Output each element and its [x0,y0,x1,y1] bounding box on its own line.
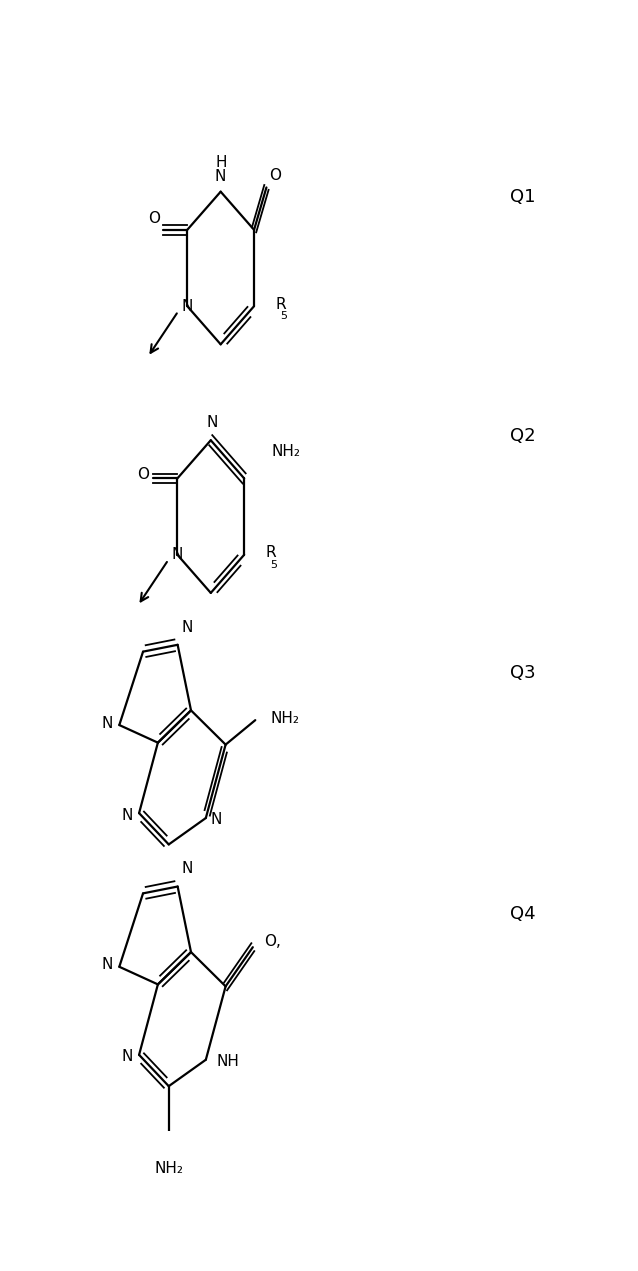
Text: N: N [121,807,133,822]
Text: H: H [216,155,227,170]
Text: O,: O, [263,934,281,949]
Text: O: O [137,466,149,482]
Text: N: N [210,812,221,827]
Text: N: N [182,862,193,877]
Text: 5: 5 [279,311,286,322]
Text: NH₂: NH₂ [271,444,300,459]
Text: R: R [265,545,276,561]
Text: N: N [121,1050,133,1064]
Text: N: N [181,299,193,314]
Text: 5: 5 [270,559,277,569]
Text: N: N [171,548,182,562]
Text: O: O [269,168,281,183]
Text: N: N [101,957,113,972]
Text: O: O [148,211,160,225]
Text: N: N [206,416,218,430]
Text: Q3: Q3 [510,665,535,683]
Text: NH₂: NH₂ [154,1160,183,1176]
Text: Q2: Q2 [510,427,535,445]
Text: NH: NH [217,1054,240,1069]
Text: N: N [215,169,226,184]
Text: Q4: Q4 [510,905,535,923]
Text: Q1: Q1 [510,188,535,206]
Text: R: R [276,296,286,311]
Text: N: N [182,620,193,634]
Text: N: N [101,716,113,731]
Text: NH₂: NH₂ [270,710,299,726]
